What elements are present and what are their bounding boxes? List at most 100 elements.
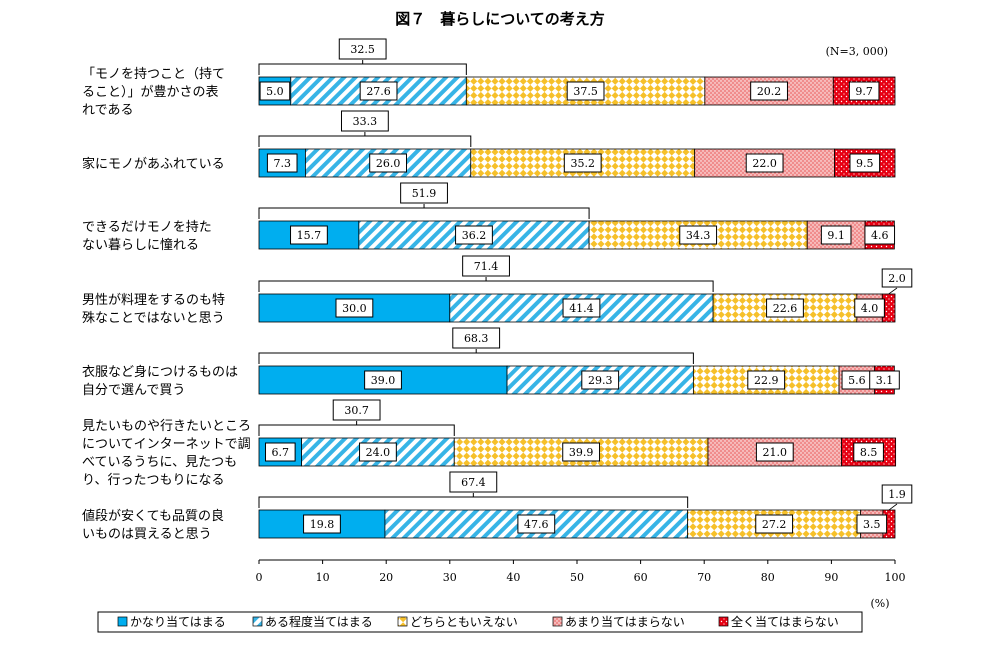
sum-label-box (452, 327, 501, 349)
sum-label-box (462, 255, 510, 277)
category-label-line: 男性が料理をするのも特 (82, 293, 225, 308)
value-label-5-box (864, 225, 896, 245)
value-label-5: 4.6 (864, 225, 896, 245)
legend-box (97, 611, 863, 633)
value-label-1: 19.8 (303, 514, 341, 534)
value-label-3-text: 27.2 (762, 518, 787, 531)
value-label-4-box (856, 514, 888, 534)
unit-label: (%) (870, 597, 889, 610)
sum-bracket (258, 352, 694, 364)
value-label-5-text: 2.0 (888, 272, 906, 285)
category-label-line: れである (82, 103, 133, 118)
value-label-2-text: 36.2 (462, 229, 487, 242)
value-label-1-text: 6.7 (272, 446, 290, 459)
value-label-5-text: 9.7 (855, 85, 873, 98)
sum-label: 30.7 (344, 404, 369, 417)
legend-label: ある程度当てはまる (265, 614, 373, 629)
value-label-1-text: 30.0 (342, 302, 367, 315)
x-tick-label: 100 (885, 571, 906, 584)
legend-label: どちらともいえない (410, 615, 518, 629)
sum-label: 51.9 (412, 187, 437, 200)
value-label-4: 21.0 (755, 442, 794, 462)
legend-item-3: どちらともいえない (397, 615, 518, 629)
category-label-line: 家にモノがあふれている (82, 156, 225, 172)
legend-item-4: あまり当てはまらない (552, 615, 685, 629)
value-label-1: 7.3 (266, 153, 298, 173)
value-label-2: 29.3 (581, 370, 620, 390)
value-label-2: 47.6 (517, 514, 556, 534)
sum-label: 32.5 (350, 43, 375, 56)
category-label-line: 見たいものや行きたいところ (82, 419, 251, 434)
value-label-2: 27.6 (359, 81, 398, 101)
value-label-3: 35.2 (563, 153, 602, 173)
sum-label-box (340, 110, 389, 132)
value-label-3-text: 22.6 (773, 302, 798, 315)
value-label-3-box (766, 298, 804, 318)
value-label-5: 1.9 (881, 484, 913, 504)
sum-bracket (258, 280, 714, 292)
value-label-4-box (820, 225, 852, 245)
value-label-3: 27.2 (755, 514, 794, 534)
value-label-1-text: 19.8 (310, 518, 335, 531)
sample-size-note: (N=3, 000) (826, 45, 888, 58)
value-label-1-box (335, 298, 374, 318)
value-label-1-text: 39.0 (371, 374, 396, 387)
value-label-5-text: 9.5 (856, 157, 874, 170)
x-tick-label: 20 (379, 571, 393, 584)
value-label-1-box (259, 81, 291, 101)
sum-bracket (258, 496, 689, 508)
value-label-1: 39.0 (364, 370, 402, 390)
category-label-line: についてインターネットで調 (82, 437, 251, 452)
category-label-line: 値段が安くても品質の良 (82, 508, 224, 524)
value-label-5-text: 4.6 (871, 229, 889, 242)
value-label-4-text: 4.0 (861, 302, 879, 315)
value-label-3-box (563, 153, 602, 173)
value-label-2-text: 29.3 (588, 374, 613, 387)
x-tick-label: 50 (570, 571, 584, 584)
value-label-4-text: 20.2 (757, 85, 782, 98)
chart-title: 図７ 暮らしについての考え方 (395, 10, 605, 28)
value-label-5: 9.5 (849, 153, 881, 173)
legend-label: あまり当てはまらない (565, 615, 685, 629)
value-label-4-box (854, 298, 885, 318)
value-label-3: 39.9 (562, 442, 601, 462)
value-label-3-box (755, 514, 794, 534)
value-label-3-box (679, 225, 718, 245)
sum-label-box (332, 399, 381, 421)
value-label-5-box (869, 370, 900, 390)
value-label-3-text: 39.9 (569, 446, 594, 459)
value-label-3: 22.9 (747, 370, 786, 390)
value-label-1: 30.0 (335, 298, 374, 318)
legend-label: かなり当てはまる (130, 615, 226, 629)
value-label-2-box (455, 225, 493, 245)
value-label-4-text: 22.0 (752, 157, 777, 170)
value-label-4-box (750, 81, 788, 101)
value-label-4: 9.1 (820, 225, 852, 245)
legend-item-5: 全く当てはまらない (718, 614, 839, 629)
value-label-1-box (290, 225, 328, 245)
value-label-5-text: 8.5 (860, 446, 878, 459)
category-label-line: できるだけモノを持た (82, 220, 212, 235)
category-label-line: 「モノを持つこと（持て (82, 67, 225, 82)
legend-swatch (117, 616, 128, 627)
value-label-1-text: 7.3 (273, 157, 291, 170)
sum-label-box (338, 38, 387, 60)
legend-swatch (397, 616, 408, 627)
x-tick-label: 60 (634, 571, 648, 584)
sum-bracket (258, 135, 472, 147)
x-tick-label: 70 (697, 571, 711, 584)
value-label-5: 8.5 (853, 442, 884, 462)
sum-label: 33.3 (353, 115, 378, 128)
category-row-6: 見たいものや行きたいところについてインターネットで調べているうちに、見たつもり、… (82, 399, 897, 488)
x-tick-label: 40 (506, 571, 520, 584)
value-label-5-text: 1.9 (888, 488, 906, 501)
value-label-3-box (562, 442, 601, 462)
value-label-4-text: 9.1 (827, 229, 845, 242)
sum-bracket (258, 63, 467, 75)
legend-swatch (552, 616, 563, 627)
value-label-1: 6.7 (265, 442, 296, 462)
value-label-3: 37.5 (566, 81, 605, 101)
value-label-2: 36.2 (455, 225, 493, 245)
